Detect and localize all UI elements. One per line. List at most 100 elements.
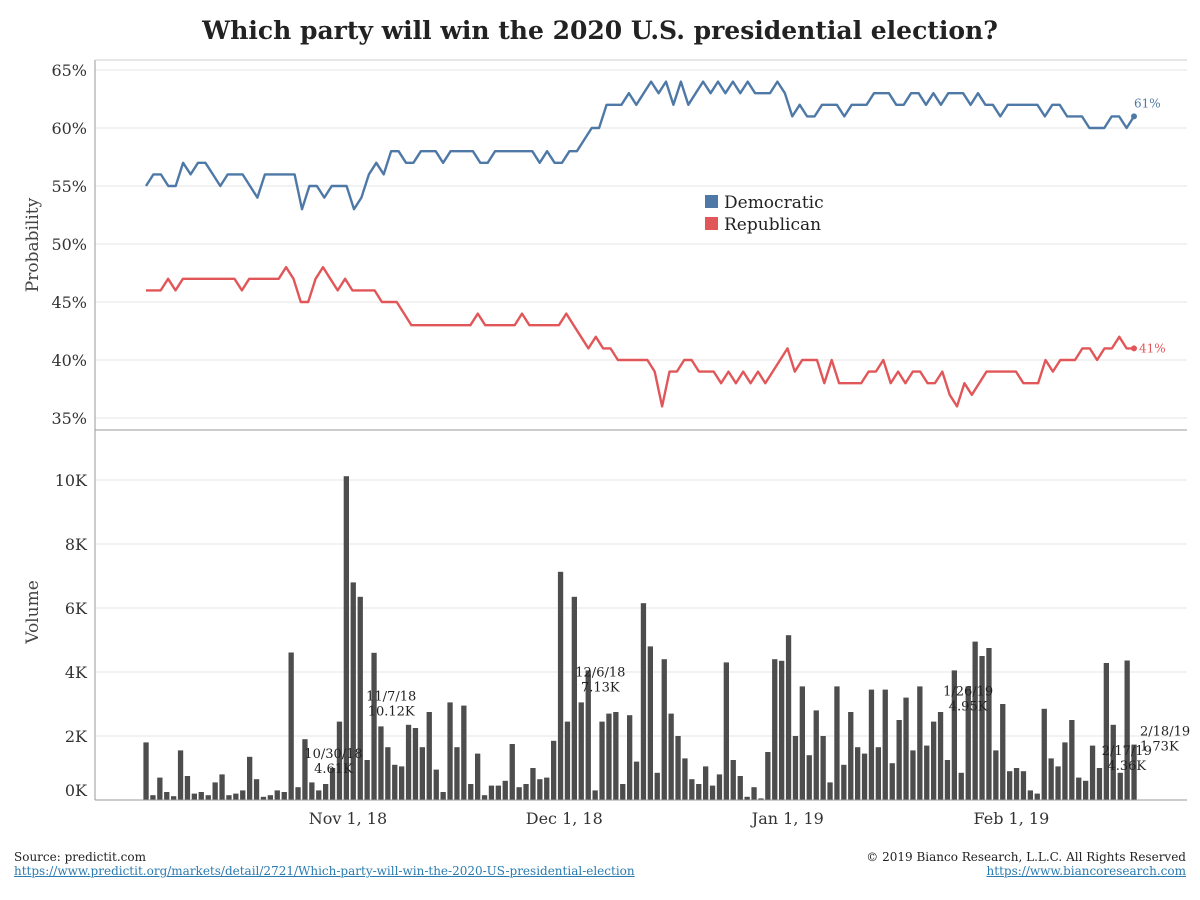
x-tick-label: Dec 1, 18 bbox=[526, 809, 603, 828]
y-tick-label: 2K bbox=[65, 727, 88, 746]
volume-bar bbox=[198, 792, 204, 800]
volume-bar bbox=[848, 712, 854, 800]
volume-bar bbox=[682, 758, 688, 800]
volume-bar bbox=[1103, 663, 1109, 800]
volume-bar bbox=[820, 736, 826, 800]
volume-bar bbox=[1013, 768, 1020, 800]
legend: Democratic Republican bbox=[705, 193, 824, 235]
volume-bar bbox=[723, 662, 729, 800]
volume-bar bbox=[357, 596, 363, 800]
volume-bar bbox=[164, 792, 170, 800]
y-tick-label: 65% bbox=[51, 61, 87, 80]
volume-bar bbox=[260, 796, 267, 800]
volume-bar bbox=[758, 798, 764, 800]
volume-bar bbox=[993, 750, 999, 800]
volume-bar bbox=[834, 686, 840, 800]
volume-bar bbox=[274, 790, 280, 800]
volume-bar bbox=[799, 686, 805, 800]
source-label: Source: predictit.com bbox=[14, 850, 146, 864]
volume-bar bbox=[481, 795, 488, 800]
volume-bar bbox=[233, 793, 239, 800]
volume-bar bbox=[951, 670, 957, 800]
volume-bar bbox=[689, 779, 695, 800]
volume-bar bbox=[1131, 744, 1137, 800]
annotation-date: 2/18/19 bbox=[1140, 725, 1190, 740]
volume-bar bbox=[385, 747, 391, 800]
volume-bar bbox=[309, 782, 315, 800]
y-axis-title-volume: Volume bbox=[23, 580, 43, 645]
volume-bar bbox=[150, 795, 156, 800]
volume-bar bbox=[972, 641, 978, 800]
volume-bar bbox=[1124, 660, 1130, 800]
volume-bar bbox=[350, 582, 356, 800]
volume-bar bbox=[475, 753, 481, 800]
volume-bar bbox=[329, 768, 336, 800]
series-line-democratic bbox=[144, 80, 1136, 211]
volume-bar bbox=[785, 635, 792, 800]
volume-bar bbox=[226, 795, 232, 800]
volume-bar bbox=[709, 785, 716, 800]
volume-bar bbox=[841, 764, 847, 800]
volume-bar bbox=[247, 756, 253, 800]
y-tick-label: 50% bbox=[51, 235, 87, 254]
volume-bar bbox=[177, 750, 184, 800]
volume-bar bbox=[613, 712, 619, 800]
volume-bar bbox=[205, 795, 211, 800]
volume-bar bbox=[868, 689, 875, 800]
volume-bar bbox=[1069, 720, 1075, 800]
volume-bar bbox=[551, 740, 557, 800]
y-tick-label: 55% bbox=[51, 177, 87, 196]
volume-bar bbox=[889, 763, 895, 800]
volume-bar bbox=[1007, 771, 1013, 800]
volume-bar bbox=[267, 795, 273, 800]
volume-bar bbox=[288, 652, 294, 800]
volume-bar bbox=[675, 736, 681, 800]
volume-bar bbox=[143, 742, 149, 800]
volume-bar bbox=[924, 745, 930, 800]
volume-bar bbox=[371, 652, 377, 800]
volume-bar bbox=[399, 766, 405, 800]
volume-bar bbox=[696, 784, 702, 800]
volume-bar bbox=[958, 772, 964, 800]
volume-bar bbox=[855, 747, 861, 800]
y-tick-label: 60% bbox=[51, 119, 87, 138]
volume-bar bbox=[316, 790, 322, 800]
volume-bar bbox=[1048, 758, 1054, 800]
volume-bar bbox=[523, 784, 529, 800]
volume-bar bbox=[917, 686, 923, 800]
legend-label-republican: Republican bbox=[724, 215, 821, 235]
annotation-value: 4.36K bbox=[1107, 759, 1146, 774]
volume-bar bbox=[730, 760, 736, 800]
series-line-republican bbox=[146, 266, 1134, 408]
volume-bar bbox=[1034, 793, 1040, 800]
footer-left: Source: predictit.com https://www.predic… bbox=[14, 850, 635, 878]
volume-bar bbox=[1083, 780, 1089, 800]
volume-bar bbox=[1110, 724, 1116, 800]
volume-bar bbox=[447, 702, 453, 800]
end-label-democratic: 61% bbox=[1134, 96, 1161, 110]
volume-bar bbox=[488, 785, 495, 800]
volume-bar bbox=[392, 764, 398, 800]
y-tick-label: 45% bbox=[51, 293, 87, 312]
y-tick-label: 10K bbox=[55, 471, 88, 490]
volume-bar bbox=[240, 790, 246, 800]
volume-bar bbox=[544, 777, 550, 800]
volume-bar bbox=[903, 697, 909, 800]
volume-bar bbox=[557, 571, 564, 800]
source-link[interactable]: https://www.predictit.org/markets/detail… bbox=[14, 864, 635, 878]
volume-bar bbox=[405, 724, 412, 800]
volume-bar bbox=[620, 784, 626, 800]
y-tick-label: 8K bbox=[65, 535, 88, 554]
volume-bar bbox=[772, 659, 778, 800]
site-link[interactable]: https://www.biancoresearch.com bbox=[986, 864, 1186, 878]
volume-bar bbox=[419, 747, 425, 800]
volume-bar bbox=[502, 780, 508, 800]
volume-bar bbox=[647, 646, 653, 800]
probability-panel: 35% 40% 45% 50% 55% 60% 65% Probability 61% 41% bbox=[23, 61, 1187, 428]
volume-bar bbox=[599, 721, 605, 800]
volume-bar bbox=[1089, 745, 1096, 800]
volume-bar bbox=[1000, 704, 1006, 800]
footer-right: © 2019 Bianco Research, L.L.C. All Right… bbox=[866, 850, 1186, 878]
volume-bar bbox=[440, 792, 446, 800]
x-tick-label: Feb 1, 19 bbox=[974, 809, 1050, 828]
